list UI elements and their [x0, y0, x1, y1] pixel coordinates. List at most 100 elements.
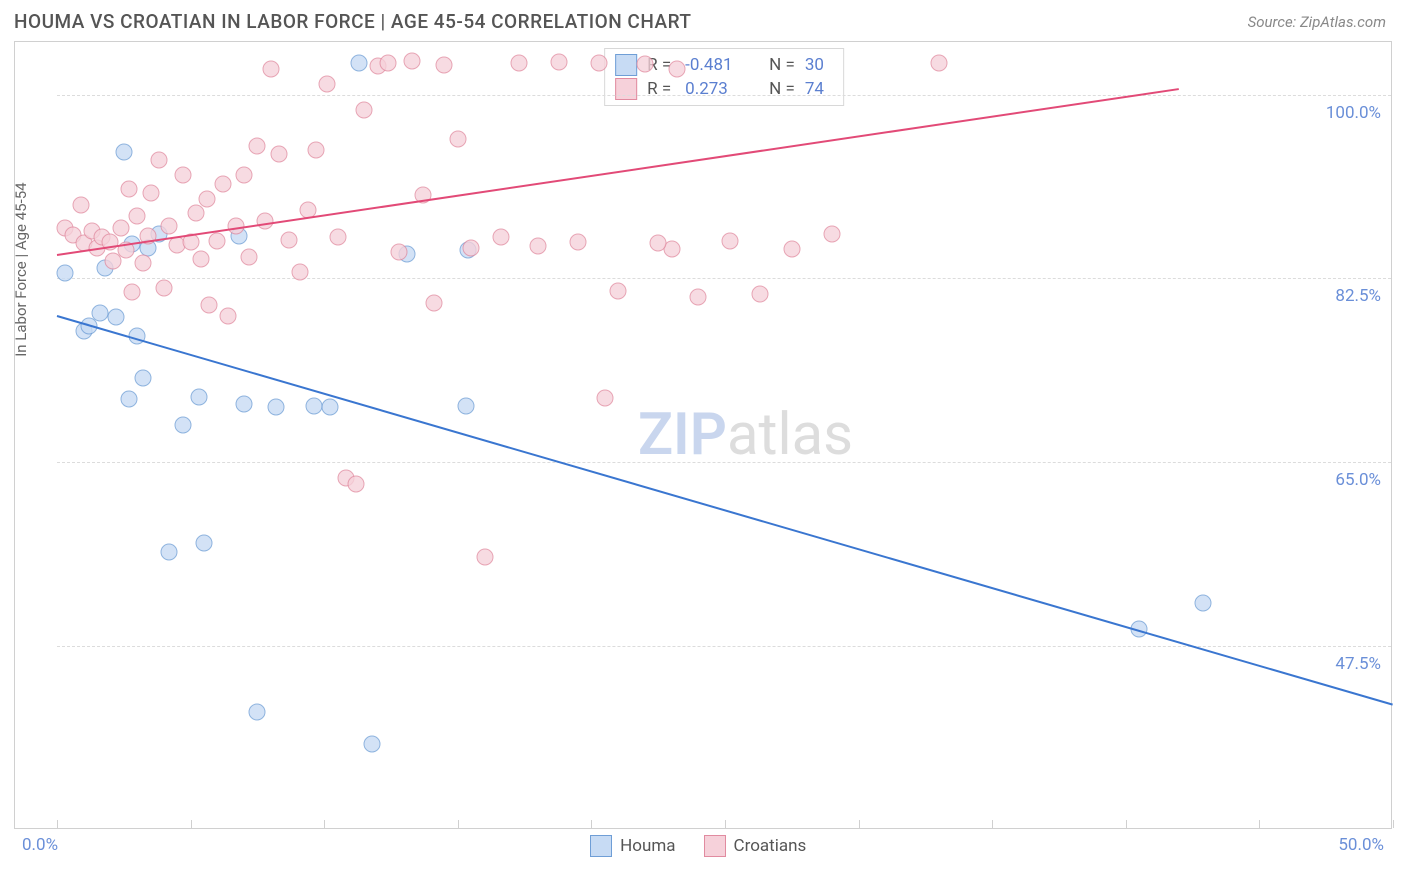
data-point	[610, 283, 627, 300]
plot-area: ZIPatlas R =-0.481N =30R =0.273N =74 47.…	[57, 42, 1391, 828]
data-point	[198, 190, 215, 207]
legend-item: Houma	[590, 835, 675, 857]
x-tick	[1126, 820, 1127, 828]
data-point	[249, 704, 266, 721]
r-value: -0.481	[685, 55, 745, 75]
data-point	[529, 237, 546, 254]
source-label: Source: ZipAtlas.com	[1248, 13, 1386, 31]
data-point	[113, 219, 130, 236]
data-point	[174, 167, 191, 184]
x-tick	[992, 820, 993, 828]
data-point	[268, 398, 285, 415]
data-point	[596, 390, 613, 407]
data-point	[281, 231, 298, 248]
y-axis-title: In Labor Force | Age 45-54	[12, 182, 30, 356]
data-point	[201, 296, 218, 313]
series-legend: Houma Croatians	[590, 835, 806, 857]
data-point	[636, 56, 653, 73]
data-point	[121, 391, 138, 408]
data-point	[722, 232, 739, 249]
n-value: 74	[805, 79, 833, 99]
y-tick-label: 47.5%	[1335, 654, 1381, 674]
data-point	[425, 294, 442, 311]
watermark-post: atlas	[727, 401, 853, 469]
data-point	[270, 146, 287, 163]
data-point	[257, 212, 274, 229]
data-point	[150, 151, 167, 168]
y-tick-label: 100.0%	[1326, 103, 1381, 123]
gridline	[57, 95, 1391, 96]
data-point	[751, 286, 768, 303]
data-point	[249, 138, 266, 155]
data-point	[380, 55, 397, 72]
x-tick	[57, 820, 58, 828]
data-point	[476, 548, 493, 565]
data-point	[364, 735, 381, 752]
legend-label: Houma	[620, 836, 675, 856]
x-tick	[725, 820, 726, 828]
x-tick	[324, 820, 325, 828]
data-point	[350, 55, 367, 72]
data-point	[134, 254, 151, 271]
data-point	[783, 240, 800, 257]
data-point	[115, 144, 132, 161]
n-label: N =	[769, 79, 795, 99]
data-point	[161, 217, 178, 234]
data-point	[134, 370, 151, 387]
data-point	[305, 397, 322, 414]
gridline	[57, 278, 1391, 279]
legend-swatch	[590, 835, 612, 857]
data-point	[511, 55, 528, 72]
data-point	[174, 417, 191, 434]
y-tick-label: 65.0%	[1335, 470, 1381, 490]
n-value: 30	[805, 55, 833, 75]
data-point	[193, 251, 210, 268]
data-point	[463, 239, 480, 256]
data-point	[1195, 595, 1212, 612]
data-point	[292, 264, 309, 281]
data-point	[220, 308, 237, 325]
n-label: N =	[769, 55, 795, 75]
data-point	[123, 284, 140, 301]
x-min-label: 0.0%	[22, 835, 58, 855]
data-point	[492, 229, 509, 246]
data-point	[329, 229, 346, 246]
data-point	[107, 309, 124, 326]
data-point	[391, 244, 408, 261]
data-point	[348, 476, 365, 493]
data-point	[930, 55, 947, 72]
trend-line	[57, 88, 1180, 256]
data-point	[142, 185, 159, 202]
data-point	[236, 167, 253, 184]
chart-title: HOUMA VS CROATIAN IN LABOR FORCE | AGE 4…	[14, 10, 691, 33]
data-point	[129, 208, 146, 225]
data-point	[155, 279, 172, 296]
data-point	[318, 76, 335, 93]
data-point	[591, 55, 608, 72]
x-tick	[859, 820, 860, 828]
data-point	[209, 232, 226, 249]
legend-swatch	[704, 835, 726, 857]
data-point	[570, 233, 587, 250]
legend-item: Croatians	[704, 835, 807, 857]
data-point	[449, 130, 466, 147]
x-tick	[1393, 820, 1394, 828]
data-point	[668, 61, 685, 78]
data-point	[195, 535, 212, 552]
legend-label: Croatians	[734, 836, 807, 856]
r-label: R =	[647, 79, 675, 99]
watermark: ZIPatlas	[638, 401, 853, 469]
data-point	[262, 61, 279, 78]
trend-line	[57, 315, 1394, 706]
x-tick	[1259, 820, 1260, 828]
data-point	[91, 305, 108, 322]
data-point	[356, 102, 373, 119]
gridline	[57, 462, 1391, 463]
data-point	[436, 57, 453, 74]
chart-container: In Labor Force | Age 45-54 ZIPatlas R =-…	[14, 41, 1392, 829]
x-tick	[591, 820, 592, 828]
data-point	[823, 226, 840, 243]
data-point	[121, 181, 138, 198]
data-point	[161, 543, 178, 560]
data-point	[308, 142, 325, 159]
